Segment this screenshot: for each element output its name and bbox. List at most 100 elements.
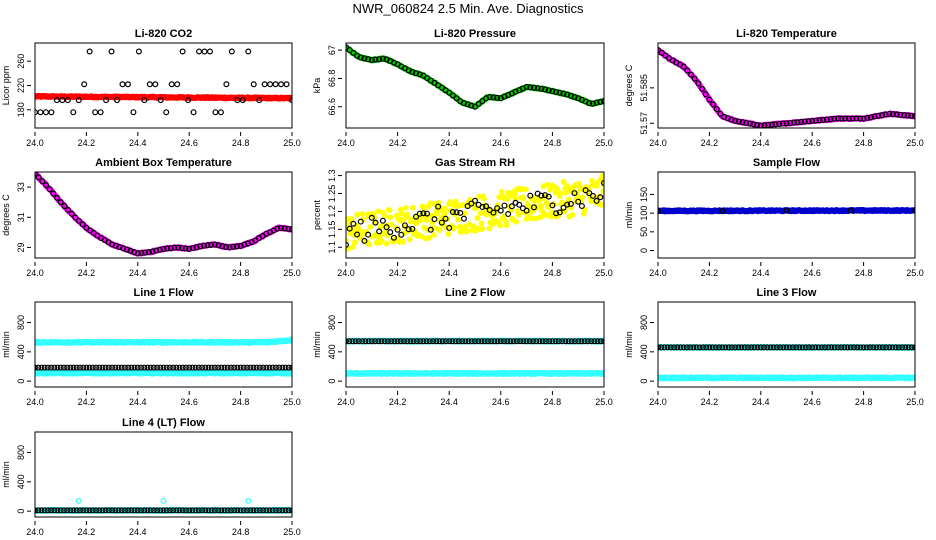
chart-line4_flow-series-2-point bbox=[250, 507, 257, 514]
chart-line4_flow-series-2-point bbox=[160, 507, 167, 514]
chart-pressure-series-1-point bbox=[523, 83, 530, 90]
chart-line1_flow-series-2-point bbox=[64, 364, 71, 371]
chart-line4_flow-series-2-point bbox=[289, 507, 292, 514]
chart-line4_flow-series-1-point bbox=[245, 497, 252, 504]
chart-line3_flow-title: Line 3 Flow bbox=[757, 287, 817, 299]
chart-line1_flow-series-2-point bbox=[170, 364, 177, 371]
chart-box_temp-series-1-point bbox=[142, 249, 149, 256]
chart-line1_flow-xtick-label: 25.0 bbox=[283, 397, 301, 407]
chart-box_temp-series-1-point bbox=[76, 217, 83, 224]
chart-sample_flow-xtick-label: 24.6 bbox=[803, 268, 821, 278]
chart-line4_flow-series-2-point bbox=[138, 507, 145, 514]
chart-gas_rh-series-0-point bbox=[426, 234, 432, 241]
chart-line2_flow-plot-area bbox=[346, 337, 604, 378]
chart-line3_flow-series-2-point bbox=[719, 344, 726, 351]
chart-line1_flow-series-2-point bbox=[115, 364, 122, 371]
chart-line1_flow-series-2-point bbox=[60, 364, 67, 371]
chart-line1_flow-series-2-point bbox=[44, 364, 51, 371]
chart-line2_flow-series-2-point bbox=[555, 338, 562, 345]
chart-box_temp-series-1-point bbox=[186, 245, 193, 252]
chart-line1_flow-series-2-point bbox=[125, 364, 132, 371]
chart-box_temp-series-1-point bbox=[204, 242, 211, 249]
chart-line1_flow-series-1 bbox=[35, 369, 292, 377]
chart-sample_flow-xtick-label: 25.0 bbox=[906, 268, 924, 278]
chart-gas_rh-series-1-point bbox=[383, 224, 390, 231]
chart-pressure-xtick-label: 24.0 bbox=[337, 138, 355, 148]
chart-line2_flow-series-2-point bbox=[591, 338, 598, 345]
chart-line4_flow-ytick-label: 400 bbox=[16, 474, 26, 489]
chart-gas_rh-series-1-point bbox=[449, 209, 456, 216]
chart-line4_flow-series-2-point bbox=[205, 507, 212, 514]
chart-line4_flow-series-2-point bbox=[118, 507, 125, 514]
chart-box_temp-series-1-point bbox=[153, 247, 160, 254]
chart-licor_temp-series-1-point bbox=[816, 117, 823, 124]
chart-line1_flow-series-2-point bbox=[282, 364, 289, 371]
chart-line3_flow-series-2-point bbox=[786, 344, 793, 351]
chart-gas_rh-series-1-point bbox=[438, 219, 445, 226]
chart-line4_flow-series-2-point bbox=[131, 507, 138, 514]
chart-line3_flow-series-2-point bbox=[738, 344, 745, 351]
chart-line2_flow-series-2-point bbox=[588, 338, 595, 345]
chart-line1_flow-series-2-point bbox=[73, 364, 80, 371]
chart-box_temp-xtick-label: 24.4 bbox=[129, 268, 147, 278]
chart-co2-ytick-label: 180 bbox=[16, 102, 26, 117]
chart-line2_flow-series-2-point bbox=[401, 338, 408, 345]
chart-gas_rh-series-0-point bbox=[430, 232, 437, 238]
chart-gas_rh-series-1-point bbox=[409, 225, 416, 232]
chart-line3_flow-series-2-point bbox=[767, 344, 774, 351]
chart-line4_flow-xtick-label: 24.4 bbox=[129, 527, 147, 537]
chart-box_temp: Ambient Box Temperature degrees C 24.0 24.2… bbox=[1, 157, 301, 278]
chart-gas_rh-ytick-label: 1.1 bbox=[327, 241, 337, 254]
chart-line2_flow-series-2-point bbox=[442, 338, 449, 345]
chart-line1_flow-frame bbox=[34, 301, 293, 388]
chart-gas_rh-series-1-point bbox=[516, 201, 523, 208]
chart-line2_flow-series-2-point bbox=[355, 338, 362, 345]
chart-co2-series-1-point bbox=[196, 48, 203, 55]
chart-licor_temp-series-1-point bbox=[684, 67, 691, 74]
chart-box_temp-series-1-point bbox=[65, 206, 72, 213]
chart-line4_flow-frame bbox=[34, 431, 293, 518]
chart-pressure-series-1-point bbox=[560, 90, 567, 97]
chart-pressure: Li-820 Pressure kPa 24.0 24.2 24.4 24.6 24.8 25… bbox=[312, 28, 613, 148]
chart-licor_temp-series-1-point bbox=[871, 113, 878, 120]
chart-co2-series-1-point bbox=[141, 97, 148, 104]
chart-line3_flow-series-2-point bbox=[873, 344, 880, 351]
chart-gas_rh-series-1-point bbox=[394, 226, 401, 233]
chart-gas_rh-series-0-point bbox=[513, 218, 520, 225]
chart-licor_temp-series-1-point bbox=[783, 120, 790, 127]
chart-gas_rh-series-0-point bbox=[388, 221, 395, 228]
chart-line2_flow-series-2-point bbox=[462, 338, 469, 345]
chart-line2_flow-xtick-label: 24.0 bbox=[337, 397, 355, 407]
chart-gas_rh-series-1-point bbox=[416, 210, 423, 217]
chart-gas_rh-frame bbox=[345, 171, 605, 259]
chart-line4_flow: Line 4 (LT) Flow ml/min 24.0 24.2 24.4 24.6 24… bbox=[1, 417, 301, 537]
chart-co2-xtick-label: 24.6 bbox=[180, 138, 198, 148]
chart-gas_rh-series-0-point bbox=[474, 215, 481, 221]
chart-line3_flow-series-2 bbox=[658, 344, 915, 351]
chart-sample_flow-ytick-label: 0 bbox=[639, 248, 649, 253]
figure-title: NWR_060824 2.5 Min. Ave. Diagnostics bbox=[353, 1, 584, 16]
chart-licor_temp-series-1-point bbox=[688, 71, 695, 78]
chart-gas_rh-series-0-point bbox=[544, 181, 551, 188]
chart-line4_flow-series-2 bbox=[35, 507, 292, 514]
chart-line2_flow-series-1 bbox=[346, 369, 604, 378]
chart-box_temp-series-1-point bbox=[57, 199, 64, 206]
chart-line2_flow-series-2-point bbox=[375, 338, 382, 345]
chart-line3_flow-series-2-point bbox=[899, 344, 906, 351]
chart-licor_temp-series-1-point bbox=[779, 120, 786, 127]
chart-gas_rh-series-0-point bbox=[565, 196, 572, 203]
chart-gas_rh-series-0-point bbox=[404, 211, 411, 218]
chart-line4_flow-series-2-point bbox=[266, 507, 273, 514]
chart-gas_rh-series-0-point bbox=[436, 227, 443, 233]
chart-line1_flow-series-2-point bbox=[256, 364, 263, 371]
chart-line1_flow-series-2-point bbox=[141, 364, 148, 371]
chart-line1_flow-series-2-point bbox=[234, 364, 241, 371]
chart-line3_flow-series-2-point bbox=[847, 344, 854, 351]
chart-gas_rh-series-0-point bbox=[560, 178, 567, 185]
chart-gas_rh-series-1-point bbox=[501, 202, 508, 209]
chart-gas_rh-series-1-point bbox=[442, 215, 449, 222]
chart-line4_flow-series-2-point bbox=[89, 507, 96, 514]
chart-line4_flow-xtick-label: 24.8 bbox=[232, 527, 250, 537]
chart-line3_flow-series-2-point bbox=[658, 344, 661, 351]
